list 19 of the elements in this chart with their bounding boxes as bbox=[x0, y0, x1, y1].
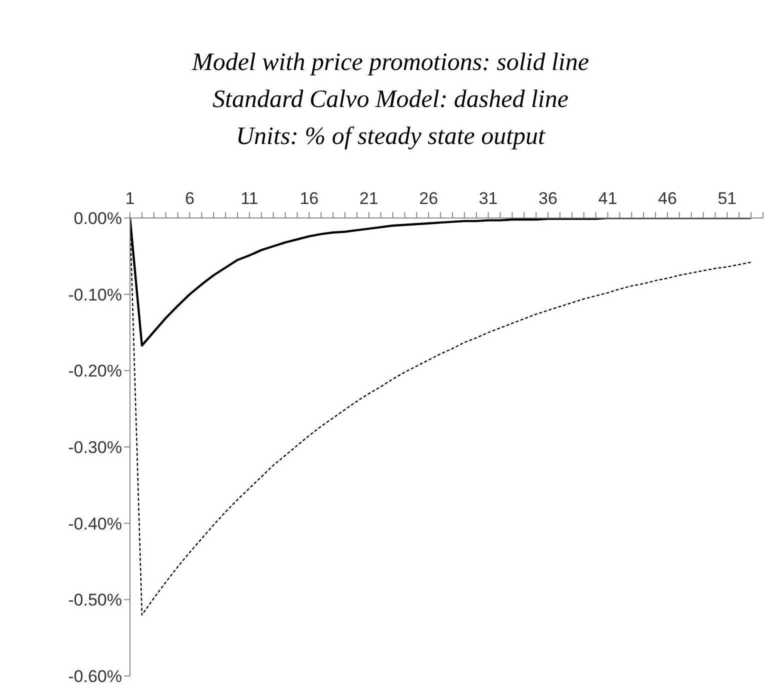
x-tick-label: 1 bbox=[125, 189, 135, 208]
x-tick-label: 26 bbox=[419, 189, 438, 208]
x-tick-label: 16 bbox=[300, 189, 319, 208]
x-tick-label: 46 bbox=[658, 189, 677, 208]
x-tick-label: 21 bbox=[359, 189, 378, 208]
x-tick-label: 51 bbox=[718, 189, 737, 208]
x-tick-label: 31 bbox=[478, 189, 498, 208]
y-tick-label: 0.00% bbox=[74, 209, 122, 228]
y-tick-label: -0.30% bbox=[68, 438, 122, 458]
x-tick-label: 11 bbox=[240, 189, 258, 208]
y-tick-label: -0.50% bbox=[68, 590, 122, 610]
x-tick-label: 41 bbox=[598, 189, 618, 208]
y-tick-label: -0.60% bbox=[68, 667, 122, 686]
y-tick-label: -0.20% bbox=[68, 362, 122, 381]
x-tick-label: 6 bbox=[184, 189, 194, 208]
chart-title: Model with price promotions: solid line Standard Calvo Model: dashed line Units: % of steady state output bbox=[190, 48, 590, 152]
x-tick-label: 36 bbox=[538, 189, 558, 208]
y-tick-label: -0.40% bbox=[68, 514, 122, 534]
y-tick-label: -0.10% bbox=[68, 285, 122, 304]
